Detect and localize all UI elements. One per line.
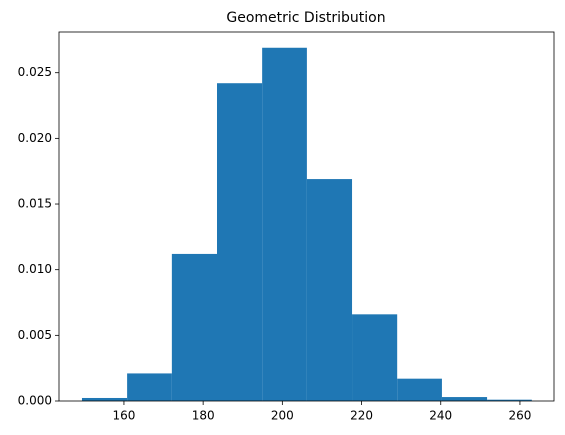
bar — [306, 179, 353, 401]
x-tick-label: 220 — [350, 409, 373, 423]
bar — [352, 314, 398, 401]
bar — [127, 373, 172, 401]
bar — [171, 253, 218, 401]
bar — [441, 397, 488, 401]
y-tick-label: 0.025 — [18, 65, 52, 79]
x-tick-label: 200 — [271, 409, 294, 423]
x-tick-label: 260 — [508, 409, 531, 423]
bar — [217, 83, 263, 401]
bar — [262, 47, 307, 402]
bar — [81, 397, 128, 401]
y-tick-label: 0.015 — [18, 197, 52, 211]
x-tick-label: 180 — [192, 409, 215, 423]
y-tick-label: 0.000 — [18, 394, 52, 408]
axes-frame — [58, 31, 555, 402]
y-tick-label: 0.010 — [18, 262, 52, 276]
bar — [397, 378, 442, 401]
y-tick-label: 0.005 — [18, 328, 52, 342]
x-tick-label: 160 — [112, 409, 135, 423]
chart-title: Geometric Distribution — [226, 10, 385, 26]
x-tick-label: 240 — [429, 409, 452, 423]
y-tick-label: 0.020 — [18, 131, 52, 145]
bar — [487, 399, 532, 401]
